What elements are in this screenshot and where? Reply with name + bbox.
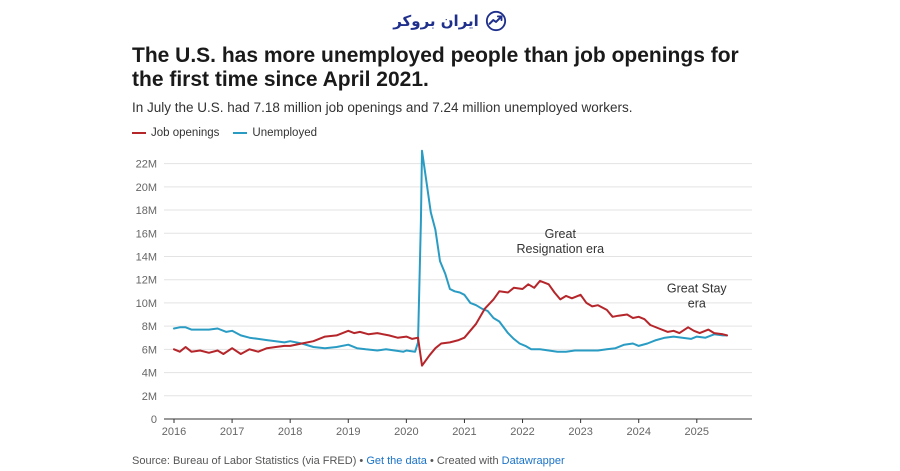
- legend-label-unemployed: Unemployed: [252, 127, 317, 139]
- y-tick-label: 20M: [136, 182, 157, 194]
- y-tick-label: 8M: [142, 321, 157, 333]
- x-tick-label: 2025: [685, 426, 709, 438]
- annotation-text: era: [688, 296, 706, 310]
- chart-title: The U.S. has more unemployed people than…: [132, 44, 739, 91]
- x-tick-label: 2021: [452, 426, 476, 438]
- x-tick-label: 2020: [394, 426, 418, 438]
- x-tick-label: 2016: [162, 426, 186, 438]
- series-line-job-openings: [173, 279, 728, 367]
- y-tick-label: 12M: [136, 275, 157, 287]
- brand-name: ایران بروکر: [393, 12, 479, 30]
- y-tick-label: 4M: [142, 368, 157, 380]
- y-tick-label: 22M: [136, 159, 157, 171]
- footer-separator-1: •: [356, 455, 367, 467]
- legend-item-unemployed: Unemployed: [233, 127, 317, 139]
- axis-layer: 0 2M 4M 6M 8M 10M 12M 14M 16M 18M 20M 22M 2016 2017 20…: [136, 159, 709, 438]
- x-tick-label: 2017: [220, 426, 244, 438]
- chart-footer: Source: Bureau of Labor Statistics (via …: [132, 455, 565, 467]
- y-tick-label: 2M: [142, 391, 157, 403]
- x-tick-label: 2019: [336, 426, 360, 438]
- x-tick-label: 2024: [626, 426, 650, 438]
- annotation-text: Resignation era: [517, 242, 605, 256]
- legend-item-job-openings: Job openings: [132, 127, 219, 139]
- y-tick-label: 10M: [136, 298, 157, 310]
- legend-swatch-unemployed: [233, 132, 248, 134]
- y-tick-label: 18M: [136, 205, 157, 217]
- get-data-link[interactable]: Get the data: [366, 455, 427, 467]
- annotation-text: Great: [545, 227, 577, 241]
- grid-layer: [164, 163, 752, 420]
- x-tick-label: 2018: [278, 426, 302, 438]
- y-tick-label: 16M: [136, 228, 157, 240]
- x-tick-label: 2023: [568, 426, 592, 438]
- x-tick-label: 2022: [510, 426, 534, 438]
- footer-source: Source: Bureau of Labor Statistics (via …: [132, 455, 357, 467]
- legend-label-job-openings: Job openings: [151, 127, 220, 139]
- series-layer: [173, 149, 728, 367]
- chart-subtitle: In July the U.S. had 7.18 million job op…: [132, 100, 633, 115]
- brand-header: ایران بروکر: [0, 10, 900, 32]
- annotation-text: Great Stay: [667, 281, 727, 295]
- y-tick-label: 0: [151, 414, 157, 426]
- legend-swatch-job-openings: [132, 132, 146, 134]
- chart-legend: Job openings Unemployed: [132, 127, 317, 139]
- trend-check-icon: [485, 10, 506, 32]
- y-tick-label: 14M: [136, 251, 157, 263]
- datawrapper-link[interactable]: Datawrapper: [501, 455, 565, 467]
- footer-separator-2: • Created with: [426, 455, 502, 467]
- y-tick-label: 6M: [142, 344, 157, 356]
- series-line-unemployed: [173, 149, 728, 353]
